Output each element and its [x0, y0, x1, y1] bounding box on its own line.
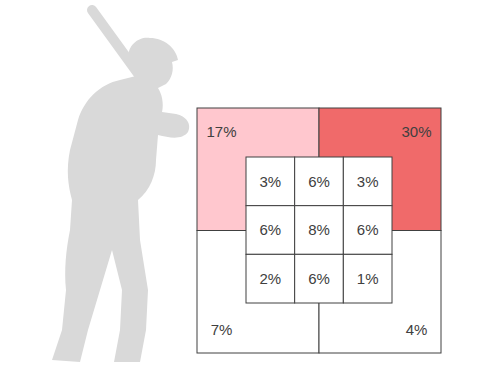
labels: 17% 30% 7% 4% 3% 6% 3% 6% 8% 6% 2% 6% 1%	[206, 123, 431, 338]
cell-label: 2%	[259, 270, 281, 287]
cell-label: 6%	[308, 173, 330, 190]
cell	[343, 157, 392, 206]
chart: 17% 30% 7% 4% 3% 6% 3% 6% 8% 6% 2% 6% 1%	[0, 0, 500, 373]
cell	[246, 254, 295, 303]
cell-label: 8%	[308, 221, 330, 238]
cell	[343, 254, 392, 303]
cell	[246, 157, 295, 206]
cell-label: 6%	[308, 270, 330, 287]
cell	[295, 157, 344, 206]
cell	[246, 206, 295, 255]
zone-label: 30%	[401, 123, 431, 140]
cell-label: 3%	[259, 173, 281, 190]
batter-body	[52, 38, 189, 362]
cell	[343, 206, 392, 255]
cell-label: 3%	[357, 173, 379, 190]
cell-label: 6%	[259, 221, 281, 238]
zone-label: 17%	[206, 123, 236, 140]
outer-zones	[197, 108, 441, 353]
zone-label: 4%	[406, 321, 428, 338]
inner-cells	[246, 157, 392, 303]
cell	[295, 206, 344, 255]
batter-silhouette	[52, 10, 189, 362]
zone-label: 7%	[211, 321, 233, 338]
cell	[295, 254, 344, 303]
cell-label: 6%	[357, 221, 379, 238]
cell-label: 1%	[357, 270, 379, 287]
